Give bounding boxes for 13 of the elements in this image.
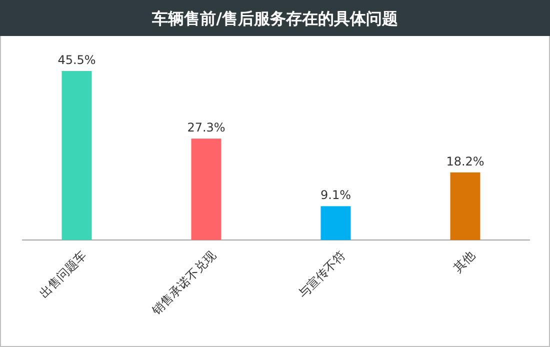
- data-label: 18.2%: [446, 154, 484, 168]
- bar: [320, 206, 351, 240]
- x-tick-label: 与宣传不符: [296, 248, 348, 301]
- x-tick-label: 出售问题车: [36, 248, 90, 301]
- bar: [191, 138, 222, 240]
- chart-title: 车辆售前/售后服务存在的具体问题: [151, 9, 398, 28]
- data-label: 27.3%: [187, 120, 226, 135]
- bar: [62, 71, 92, 240]
- data-label: 45.5%: [58, 53, 96, 67]
- x-tick-label: 销售承诺不兑现: [148, 248, 219, 318]
- data-label: 9.1%: [320, 188, 351, 202]
- bar: [450, 172, 480, 240]
- x-tick-label: 其他: [450, 248, 478, 276]
